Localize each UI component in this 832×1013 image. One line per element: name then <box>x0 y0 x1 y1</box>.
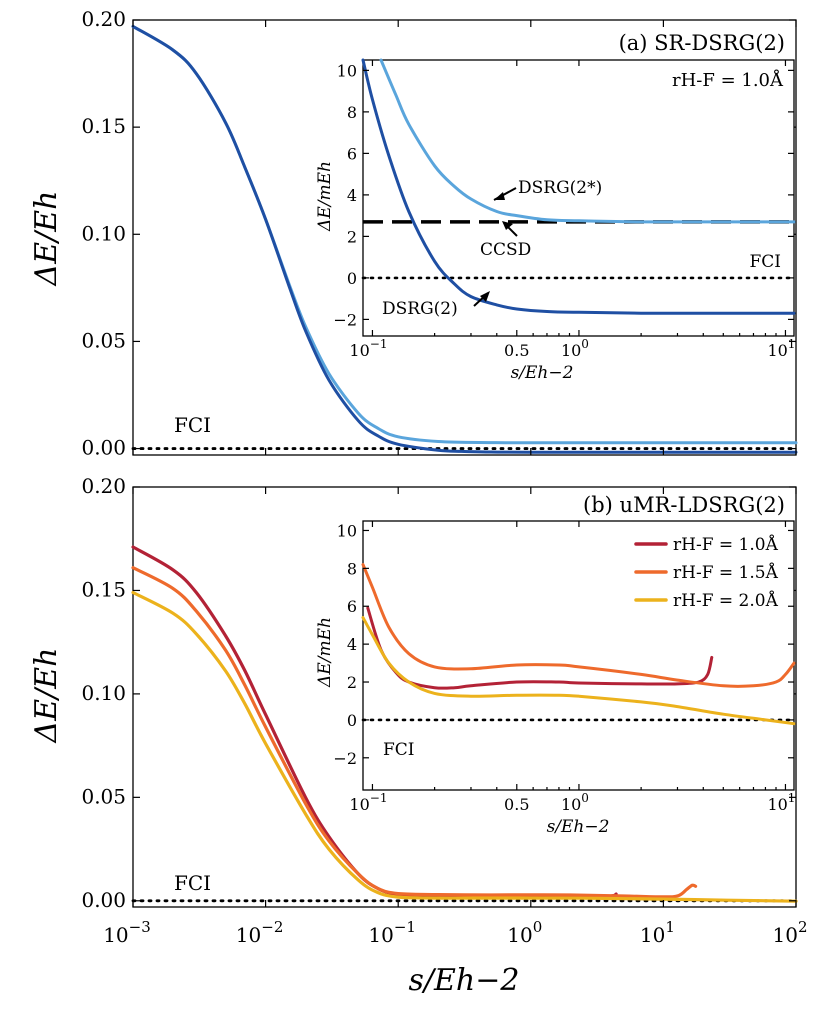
inset-a-xtick-label: 100 <box>561 337 589 360</box>
panel-a-curves <box>131 24 798 454</box>
panel-b-series-2 <box>131 590 798 903</box>
panel-b-fci-label: FCI <box>174 871 211 895</box>
inset-b-series-1 <box>361 563 796 688</box>
inset-a-fci-label: FCI <box>749 252 781 272</box>
inset-a-arrows <box>473 187 518 307</box>
inset-b-background <box>363 521 794 790</box>
inset-b-ytick-label: 4 <box>347 635 357 654</box>
inset-a-background <box>363 60 794 336</box>
inset-a-xtick-label: 0.5 <box>504 341 529 360</box>
inset-a-curves <box>361 58 796 315</box>
panel-b-xticks: 10−3 10−2 10−1 100 101 102 <box>103 487 808 947</box>
panel-b-xtick-label: 10−1 <box>368 918 416 947</box>
inset-b-ytick-label: 10 <box>337 521 357 540</box>
inset-a-xlabel: s/Eh−2 <box>511 363 574 383</box>
panel-b-frame <box>132 486 797 908</box>
panel-b-curves <box>131 545 798 903</box>
panel-b-ytick-label: 0.20 <box>81 474 126 498</box>
inset-a-ytick-label: 2 <box>347 227 357 246</box>
panel-a-ytick-label: 0.10 <box>81 221 126 245</box>
inset-a-ytick-label: 8 <box>347 103 357 122</box>
panel-b-xtick-label: 10−3 <box>103 918 151 947</box>
inset-b-xtick-label: 100 <box>561 791 589 814</box>
panel-b-ytick-label: 0.15 <box>81 577 126 601</box>
inset-a-xtick-label: 101 <box>767 337 795 360</box>
panel-b-ytick-label: 0.05 <box>81 784 126 808</box>
panel-b-ylabel: ΔE/Eh <box>29 648 64 744</box>
panel-a-ticks: 0.00 0.05 0.10 0.15 0.20 <box>81 7 796 460</box>
panel-a-frame <box>132 19 797 456</box>
inset-b-legend: rH-F = 1.0Å rH-F = 1.5Å rH-F = 2.0Å <box>634 534 779 611</box>
panel-b-xtick-label: 10−2 <box>236 918 284 947</box>
panel-a-series-1 <box>131 24 798 454</box>
panel-b-series-1 <box>131 566 698 899</box>
panel-b-xtick-label: 101 <box>640 918 675 947</box>
inset-a-ylabel: ΔE/mEh <box>315 161 335 232</box>
panel-a-ytick-label: 0.15 <box>81 114 126 138</box>
inset-b-curves <box>361 563 796 726</box>
inset-a-xtick-label: 10−1 <box>349 337 387 360</box>
inset-b-legend-label-2: rH-F = 2.0Å <box>673 590 779 611</box>
panel-a-ylabel: ΔE/Eh <box>29 191 64 287</box>
inset-a-ytick-label: 0 <box>347 269 357 288</box>
panel-b-ytick-label: 0.00 <box>81 888 126 912</box>
inset-a-ytick-label: 4 <box>347 186 357 205</box>
inset-b-ytick-label: −2 <box>333 749 357 768</box>
panel-b-xtick-label: 100 <box>507 918 542 947</box>
inset-a-dsrg2-label: DSRG(2) <box>382 299 458 319</box>
panel-a-ytick-label: 0.20 <box>81 7 126 31</box>
inset-a-ytick-label: 10 <box>337 61 357 80</box>
inset-a-ytick-label: −2 <box>333 310 357 329</box>
panel-a-ytick-label: 0.00 <box>81 436 126 460</box>
inset-b-ytick-label: 8 <box>347 559 357 578</box>
inset-a-dsrg2star-label: DSRG(2*) <box>518 178 602 198</box>
inset-a-series-0 <box>379 58 796 224</box>
inset-a-ticks: −2 0 2 4 6 8 10 10−1 0.5 100 101 <box>333 60 795 360</box>
panel-b: FCI 0.000.050.100.150.20 10−3 10−2 10−1 100… <box>29 474 808 998</box>
inset-b-xtick-label: 0.5 <box>504 795 529 814</box>
panel-b-ticks: 0.00 0.05 0.10 0.15 0.20 <box>81 474 796 912</box>
inset-b-ylabel: ΔE/mEh <box>315 617 335 688</box>
inset-a: −2 0 2 4 6 8 10 10−1 0.5 100 101 rH-F = 1.0Å FCI D… <box>315 58 796 383</box>
inset-a-ccsd-label: CCSD <box>480 240 531 260</box>
panel-a-xticks <box>132 20 797 455</box>
panel-a-ytick-label: 0.05 <box>81 328 126 352</box>
inset-b-xtick-label: 101 <box>767 791 795 814</box>
inset-b-fci-label: FCI <box>383 740 415 760</box>
inset-b-ytick-label: 2 <box>347 673 357 692</box>
inset-b-xlabel: s/Eh−2 <box>547 817 610 837</box>
inset-b-series-2 <box>361 616 796 726</box>
inset-b-ytick-label: 6 <box>347 597 357 616</box>
inset-b-xtick-label: 10−1 <box>349 791 387 814</box>
panel-a-fci-label: FCI <box>174 413 211 437</box>
inset-b-ytick-label: 0 <box>347 711 357 730</box>
inset-a-ytick-label: 6 <box>347 144 357 163</box>
inset-b-ticks: −2 0 2 4 6 8 10 10−1 0.5 100 101 <box>333 521 795 814</box>
panel-b-xtick-label: 102 <box>773 918 808 947</box>
inset-b-legend-label-1: rH-F = 1.5Å <box>673 562 779 583</box>
inset-a-series-1 <box>361 58 796 315</box>
inset-b-legend-label-0: rH-F = 1.0Å <box>673 534 779 555</box>
panel-a-title: (a) SR-DSRG(2) <box>619 31 785 55</box>
panel-b-xlabel: s/Eh−2 <box>409 963 520 998</box>
panel-a: FCI 0.00 0.05 0.10 0.15 0.20 ΔE/Eh (a) SR-DS… <box>29 7 798 460</box>
panel-b-ytick-label: 0.10 <box>81 681 126 705</box>
panel-b-title: (b) uMR-LDSRG(2) <box>583 493 785 517</box>
inset-a-annotation: rH-F = 1.0Å <box>672 69 784 91</box>
